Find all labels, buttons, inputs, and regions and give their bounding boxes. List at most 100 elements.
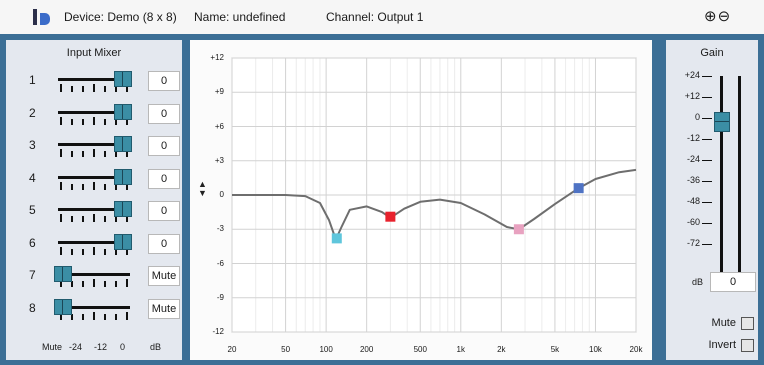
gain-meter-track — [738, 76, 741, 290]
zoom-in-icon[interactable]: ⊕ — [704, 8, 718, 25]
mute-toggle[interactable]: Mute — [696, 316, 756, 332]
mixer-slider-thumb[interactable] — [114, 168, 132, 185]
mixer-slider-track[interactable] — [58, 273, 130, 276]
mixer-channel-label: 1 — [29, 73, 36, 87]
mixer-slider-track[interactable] — [58, 143, 130, 146]
mixer-scale-minus24: -24 — [69, 342, 83, 352]
mixer-channel-label: 5 — [29, 203, 36, 217]
eq-x-tick-label: 1k — [456, 345, 465, 354]
mixer-slider-ticks — [58, 246, 130, 255]
eq-y-tick-label: +9 — [214, 87, 224, 97]
gain-scale-label: -48 — [686, 196, 700, 206]
up-down-arrows-icon[interactable]: ▲ ▼ — [198, 179, 207, 198]
eq-x-tick-label: 200 — [359, 345, 374, 354]
eq-band-node-3[interactable] — [513, 224, 524, 235]
mixer-value-field[interactable]: Mute — [148, 266, 180, 286]
mixer-channel-8: 8 Mute — [6, 298, 182, 331]
mixer-slider-ticks — [58, 279, 130, 287]
gain-scale-tick — [702, 139, 712, 140]
gain-slider-thumb[interactable] — [714, 112, 730, 132]
mixer-slider-thumb[interactable] — [54, 298, 72, 315]
eq-band-node-4[interactable] — [573, 183, 584, 194]
eq-y-tick-label: +12 — [210, 53, 224, 62]
mixer-slider-track[interactable] — [58, 175, 130, 179]
eq-x-tick-label: 20k — [629, 345, 643, 354]
mixer-channel-label: 6 — [29, 235, 36, 250]
gain-scale-label: -72 — [686, 238, 700, 248]
mixer-slider-track[interactable] — [58, 305, 130, 309]
gain-scale-label: 0 — [694, 112, 700, 122]
gain-title: Gain — [700, 47, 724, 59]
gain-scale-label: +24 — [684, 70, 700, 80]
eq-y-tick-label: +6 — [214, 121, 224, 131]
device-label: Device: Demo (8 x 8) — [64, 10, 177, 24]
eq-band-node-2[interactable] — [385, 211, 396, 222]
gain-scale-tick — [702, 223, 712, 224]
mute-checkbox[interactable] — [741, 317, 754, 330]
gain-scale-label: -36 — [686, 175, 700, 185]
mixer-value-field[interactable]: Mute — [148, 298, 180, 319]
title-bar: Device: Demo (8 x 8) Name: undefined Cha… — [0, 0, 764, 34]
mixer-slider-track[interactable] — [58, 110, 130, 114]
gain-scale-tick — [702, 160, 712, 161]
mixer-channel-label: 7 — [29, 268, 36, 282]
app-logo-icon — [33, 9, 51, 25]
gain-scale-tick — [702, 76, 712, 77]
eq-response-curve — [232, 168, 637, 241]
mixer-slider-track[interactable] — [58, 208, 130, 211]
gain-scale-tick — [702, 118, 712, 119]
mixer-value-field[interactable]: 0 — [148, 201, 180, 221]
mixer-slider-thumb[interactable] — [114, 103, 132, 120]
mixer-slider-track[interactable] — [58, 240, 130, 244]
eq-band-node-1[interactable] — [331, 233, 342, 244]
mixer-value-field[interactable]: 0 — [148, 71, 180, 91]
gain-scale-tick — [702, 202, 712, 203]
gain-panel: Gain +24 +12 0 -12 -24 -36 -48 -60 -72 dB 0 Mute… — [666, 40, 758, 360]
mixer-slider-track[interactable] — [58, 78, 130, 81]
mixer-slider-ticks — [58, 181, 130, 190]
mixer-slider-thumb[interactable] — [114, 71, 132, 87]
eq-graph-panel[interactable]: +12 +9 +6 +3 0 -3 -6 -9 -12 20 50 100 200 500 1k 2k 5k 1… — [190, 40, 652, 360]
eq-x-tick-label: 5k — [550, 345, 560, 354]
mixer-slider-thumb[interactable] — [114, 201, 132, 217]
mixer-value-field[interactable]: 0 — [148, 233, 180, 254]
mixer-slider-ticks — [58, 311, 130, 320]
mixer-value-field[interactable]: 0 — [148, 168, 180, 189]
mixer-channel-label: 8 — [29, 300, 36, 315]
mixer-channel-label: 3 — [29, 138, 36, 152]
mixer-slider-ticks — [58, 116, 130, 125]
channel-label[interactable]: Channel: Output 1 — [326, 10, 424, 24]
mixer-value-field[interactable]: 0 — [148, 136, 180, 156]
mixer-slider-ticks — [58, 149, 130, 157]
eq-y-tick-label: 0 — [219, 190, 224, 199]
eq-x-tick-label: 500 — [413, 345, 427, 354]
gain-scale-tick — [702, 181, 712, 182]
invert-checkbox[interactable] — [741, 339, 754, 352]
mixer-scale-mute: Mute — [42, 342, 63, 352]
mixer-slider-ticks — [58, 84, 130, 92]
eq-graph[interactable] — [190, 40, 652, 360]
mixer-channel-label: 4 — [29, 170, 36, 185]
eq-x-tick-label: 100 — [319, 345, 333, 354]
invert-toggle[interactable]: Invert — [696, 338, 756, 354]
mixer-value-field[interactable]: 0 — [148, 103, 180, 124]
eq-y-tick-label: +3 — [214, 155, 224, 165]
mixer-slider-thumb[interactable] — [114, 136, 132, 152]
gain-slider-track[interactable] — [720, 76, 723, 290]
mixer-slider-thumb[interactable] — [54, 266, 72, 282]
mixer-channel-label: 2 — [29, 105, 36, 120]
gain-value-field[interactable]: 0 — [710, 272, 756, 292]
gain-scale-label: +12 — [684, 91, 700, 101]
gain-scale-label: -24 — [686, 154, 700, 164]
gain-scale-label: -12 — [686, 133, 700, 143]
mixer-slider-thumb[interactable] — [114, 233, 132, 250]
gain-scale-tick — [702, 97, 712, 98]
eq-y-tick-label: -3 — [216, 224, 224, 234]
invert-label: Invert — [708, 339, 736, 351]
zoom-out-icon[interactable]: ⊖ — [717, 8, 732, 25]
input-mixer-panel: Input Mixer 1 0 2 0 3 0 4 0 5 0 6 0 7 Mute 8 Mute Mute … — [6, 40, 182, 360]
mute-label: Mute — [711, 317, 736, 329]
